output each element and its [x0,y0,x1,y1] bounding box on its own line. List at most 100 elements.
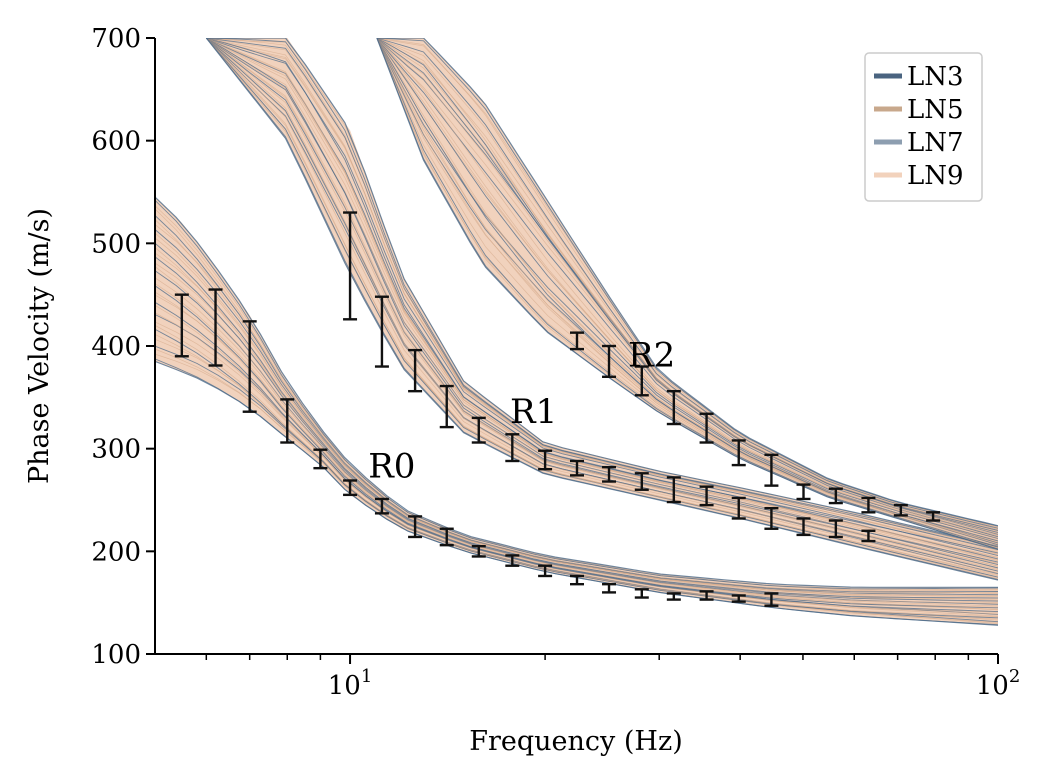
y-ticks: 100 200 300 400 500 600 700 [91,24,155,670]
errorbar-R1 [538,449,553,471]
curve-R1 [206,38,998,575]
curve-R2 [376,38,998,541]
errorbar-R2 [666,389,681,426]
legend-label: LN3 [907,62,964,92]
envelope-edge-R1 [206,38,998,547]
y-axis-label: Phase Velocity (m/s) [24,208,55,484]
errorbar-R1 [828,519,843,539]
x-tick-label: 101 [328,666,373,701]
errorbar-R0 [242,320,257,413]
curve-R0 [155,219,998,594]
errorbar-R0 [280,398,295,444]
band-R2 [376,38,998,550]
y-tick-label: 700 [91,24,141,54]
curve-R0 [155,301,998,613]
curve-R2 [376,38,998,539]
curve-R1 [205,38,998,572]
errorbar-R0 [313,448,328,470]
envelope-edge-R2 [376,38,998,550]
mode-label-R2: R2 [628,336,675,376]
errorbar-R1 [374,295,389,368]
errorbar-R0 [602,582,617,594]
y-tick-label: 400 [91,332,141,362]
errorbar-R0 [505,554,520,567]
mode-label-R1: R1 [510,392,557,432]
envelope-edge-R2 [376,38,998,527]
curve-R1 [206,38,998,548]
curve-R2 [376,38,998,542]
errorbar-R2 [893,503,908,517]
legend-label: LN5 [907,95,964,125]
curve-R1 [206,38,998,569]
legend-entry: LN3 [874,62,964,92]
errorbar-R2 [926,511,941,522]
x-ticks: 101 102 [205,654,1021,701]
observed-errorbars [174,211,941,607]
errorbar-R2 [861,496,876,514]
errorbar-R0 [764,592,779,607]
curve-R0 [155,285,998,609]
errorbar-R1 [471,416,486,444]
errorbar-R1 [796,517,811,537]
errorbar-R2 [634,365,649,397]
legend-frame [864,52,983,202]
errorbar-R0 [666,592,681,601]
curve-R2 [376,38,998,543]
legend-label: LN7 [907,128,964,158]
curve-R1 [206,38,998,567]
errorbar-R0 [471,545,486,558]
errorbar-R1 [569,459,584,477]
errorbar-R0 [634,588,649,599]
errorbar-R0 [374,497,389,515]
y-tick-label: 100 [91,640,141,670]
curve-R0 [155,208,998,592]
y-tick-label: 200 [91,537,141,567]
x-tick-label: 102 [976,666,1021,701]
errorbar-R0 [569,574,584,586]
envelope-edge-R0 [155,196,998,588]
curve-R2 [376,38,998,536]
errorbar-R1 [861,529,876,543]
errorbar-R2 [828,487,843,505]
curve-R1 [206,38,998,570]
curve-R2 [376,38,998,538]
legend-entry: LN5 [874,95,964,125]
errorbar-R2 [569,331,584,351]
mode-labels: R0 R1 R2 [368,336,675,487]
errorbar-R0 [408,515,423,539]
curve-R1 [206,38,998,553]
errorbar-R1 [764,507,779,530]
errorbar-R0 [439,527,454,547]
errorbar-R1 [408,348,423,393]
errorbar-R1 [731,496,746,520]
curve-R0 [155,283,998,608]
errorbar-R1 [602,465,617,483]
errorbar-R2 [602,344,617,378]
errorbar-R0 [208,288,223,367]
legend-entry: LN9 [874,161,964,191]
mode-label-R0: R0 [368,446,415,486]
band-R1 [206,38,998,581]
curve-R0 [155,242,998,599]
curve-R0 [155,199,998,590]
errorbar-R1 [699,485,714,507]
curve-R2 [376,38,998,528]
errorbar-R2 [796,483,811,501]
curve-R0 [155,224,998,594]
errorbar-R1 [666,476,681,504]
dispersion-bands [155,38,998,626]
errorbar-R0 [731,594,746,603]
y-tick-label: 500 [91,229,141,259]
errorbar-R0 [174,293,189,358]
errorbar-R2 [699,412,714,444]
legend-entry: LN7 [874,128,964,158]
errorbar-R0 [538,564,553,578]
curve-R0 [155,266,998,604]
dispersion-curves [155,38,998,626]
curve-R1 [206,38,998,557]
curve-R1 [206,38,998,563]
legend-label: LN9 [907,161,964,191]
envelope-edge-R1 [205,38,998,581]
